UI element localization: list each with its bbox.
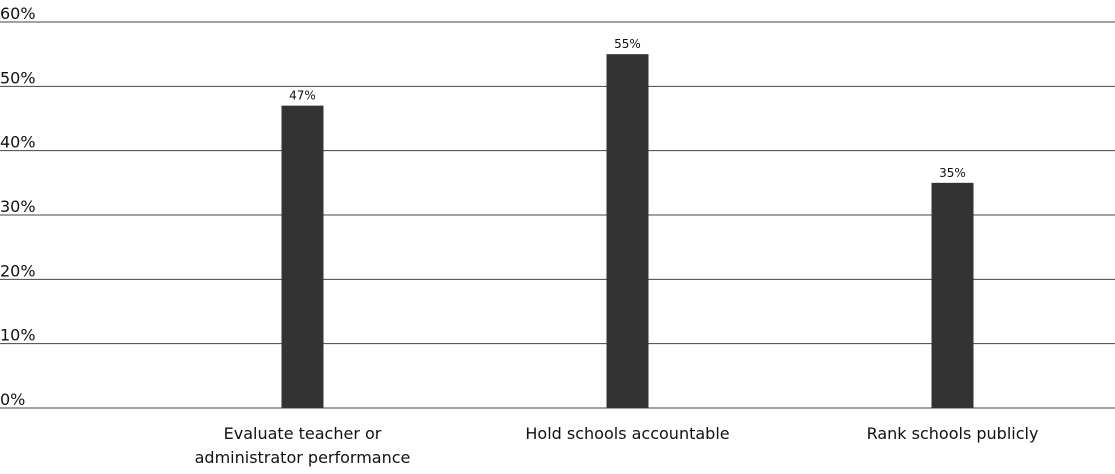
y-tick-label: 50%	[0, 68, 36, 87]
bar	[931, 182, 974, 408]
value-label: 55%	[614, 37, 641, 51]
y-tick-label: 30%	[0, 197, 36, 216]
x-tick-label: Hold schools accountable	[525, 424, 730, 443]
y-tick-label: 40%	[0, 133, 36, 152]
y-tick-label: 0%	[0, 390, 25, 409]
bar	[606, 54, 649, 409]
value-label: 47%	[289, 89, 316, 103]
y-tick-label: 60%	[0, 4, 36, 23]
bar	[281, 105, 324, 408]
y-tick-label: 20%	[0, 261, 36, 280]
x-tick-label: Evaluate teacher or administrator perfor…	[194, 424, 411, 467]
x-tick-label: Rank schools publicly	[866, 424, 1039, 443]
y-tick-label: 10%	[0, 326, 36, 345]
value-label: 35%	[939, 166, 966, 180]
